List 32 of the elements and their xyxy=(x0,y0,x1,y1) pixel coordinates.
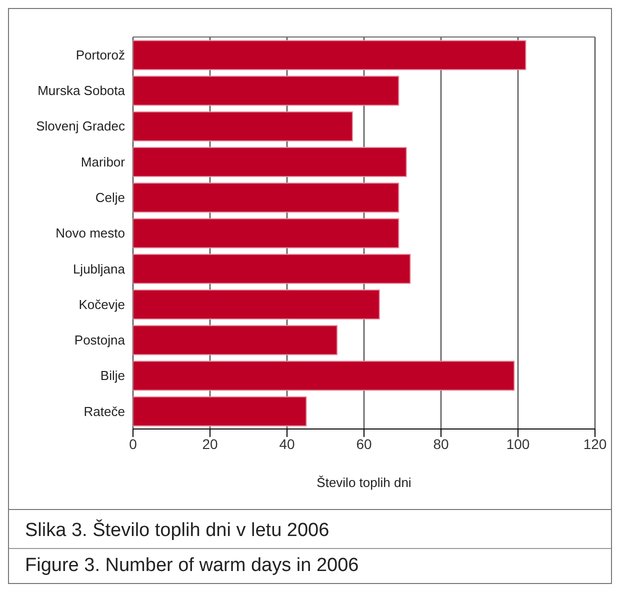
y-tick-label: Ljubljana xyxy=(72,261,126,276)
y-tick-label: Novo mesto xyxy=(56,226,125,241)
bar xyxy=(133,76,400,106)
bar xyxy=(133,360,515,391)
text: Figure 3. Number of warm days in 2006 xyxy=(25,554,360,577)
y-tick-label: Bilje xyxy=(100,368,125,384)
bar xyxy=(133,325,338,356)
y-tick-label: Celje xyxy=(95,190,125,205)
x-tick-label: 60 xyxy=(356,436,372,452)
bar xyxy=(133,290,380,320)
x-tick-label: 100 xyxy=(506,436,530,452)
y-tick-label: Murska Sobota xyxy=(38,83,126,98)
y-tick-label: Kočevje xyxy=(78,296,125,312)
x-tick-label: 0 xyxy=(129,436,138,452)
x-tick-label: 40 xyxy=(279,436,295,452)
y-tick-label: Maribor xyxy=(80,154,126,170)
bar xyxy=(133,254,411,284)
bar xyxy=(133,396,307,426)
bar xyxy=(133,111,353,142)
x-tick-label: 120 xyxy=(583,436,607,452)
y-tick-label: Portorož xyxy=(76,47,125,62)
bar xyxy=(133,40,526,70)
bar xyxy=(133,218,400,248)
bar xyxy=(133,182,400,213)
y-tick-label: Rateče xyxy=(84,404,125,419)
y-tick-label: Slovenj Gradec xyxy=(36,118,126,134)
bar xyxy=(133,146,407,177)
x-tick-label: 20 xyxy=(202,436,218,452)
y-tick-label: Postojna xyxy=(74,332,126,348)
x-axis-title: Število toplih dni xyxy=(316,475,412,490)
text: Slika 3. Število toplih dni v letu 2006 xyxy=(9,520,611,549)
x-tick-label: 80 xyxy=(433,436,449,452)
